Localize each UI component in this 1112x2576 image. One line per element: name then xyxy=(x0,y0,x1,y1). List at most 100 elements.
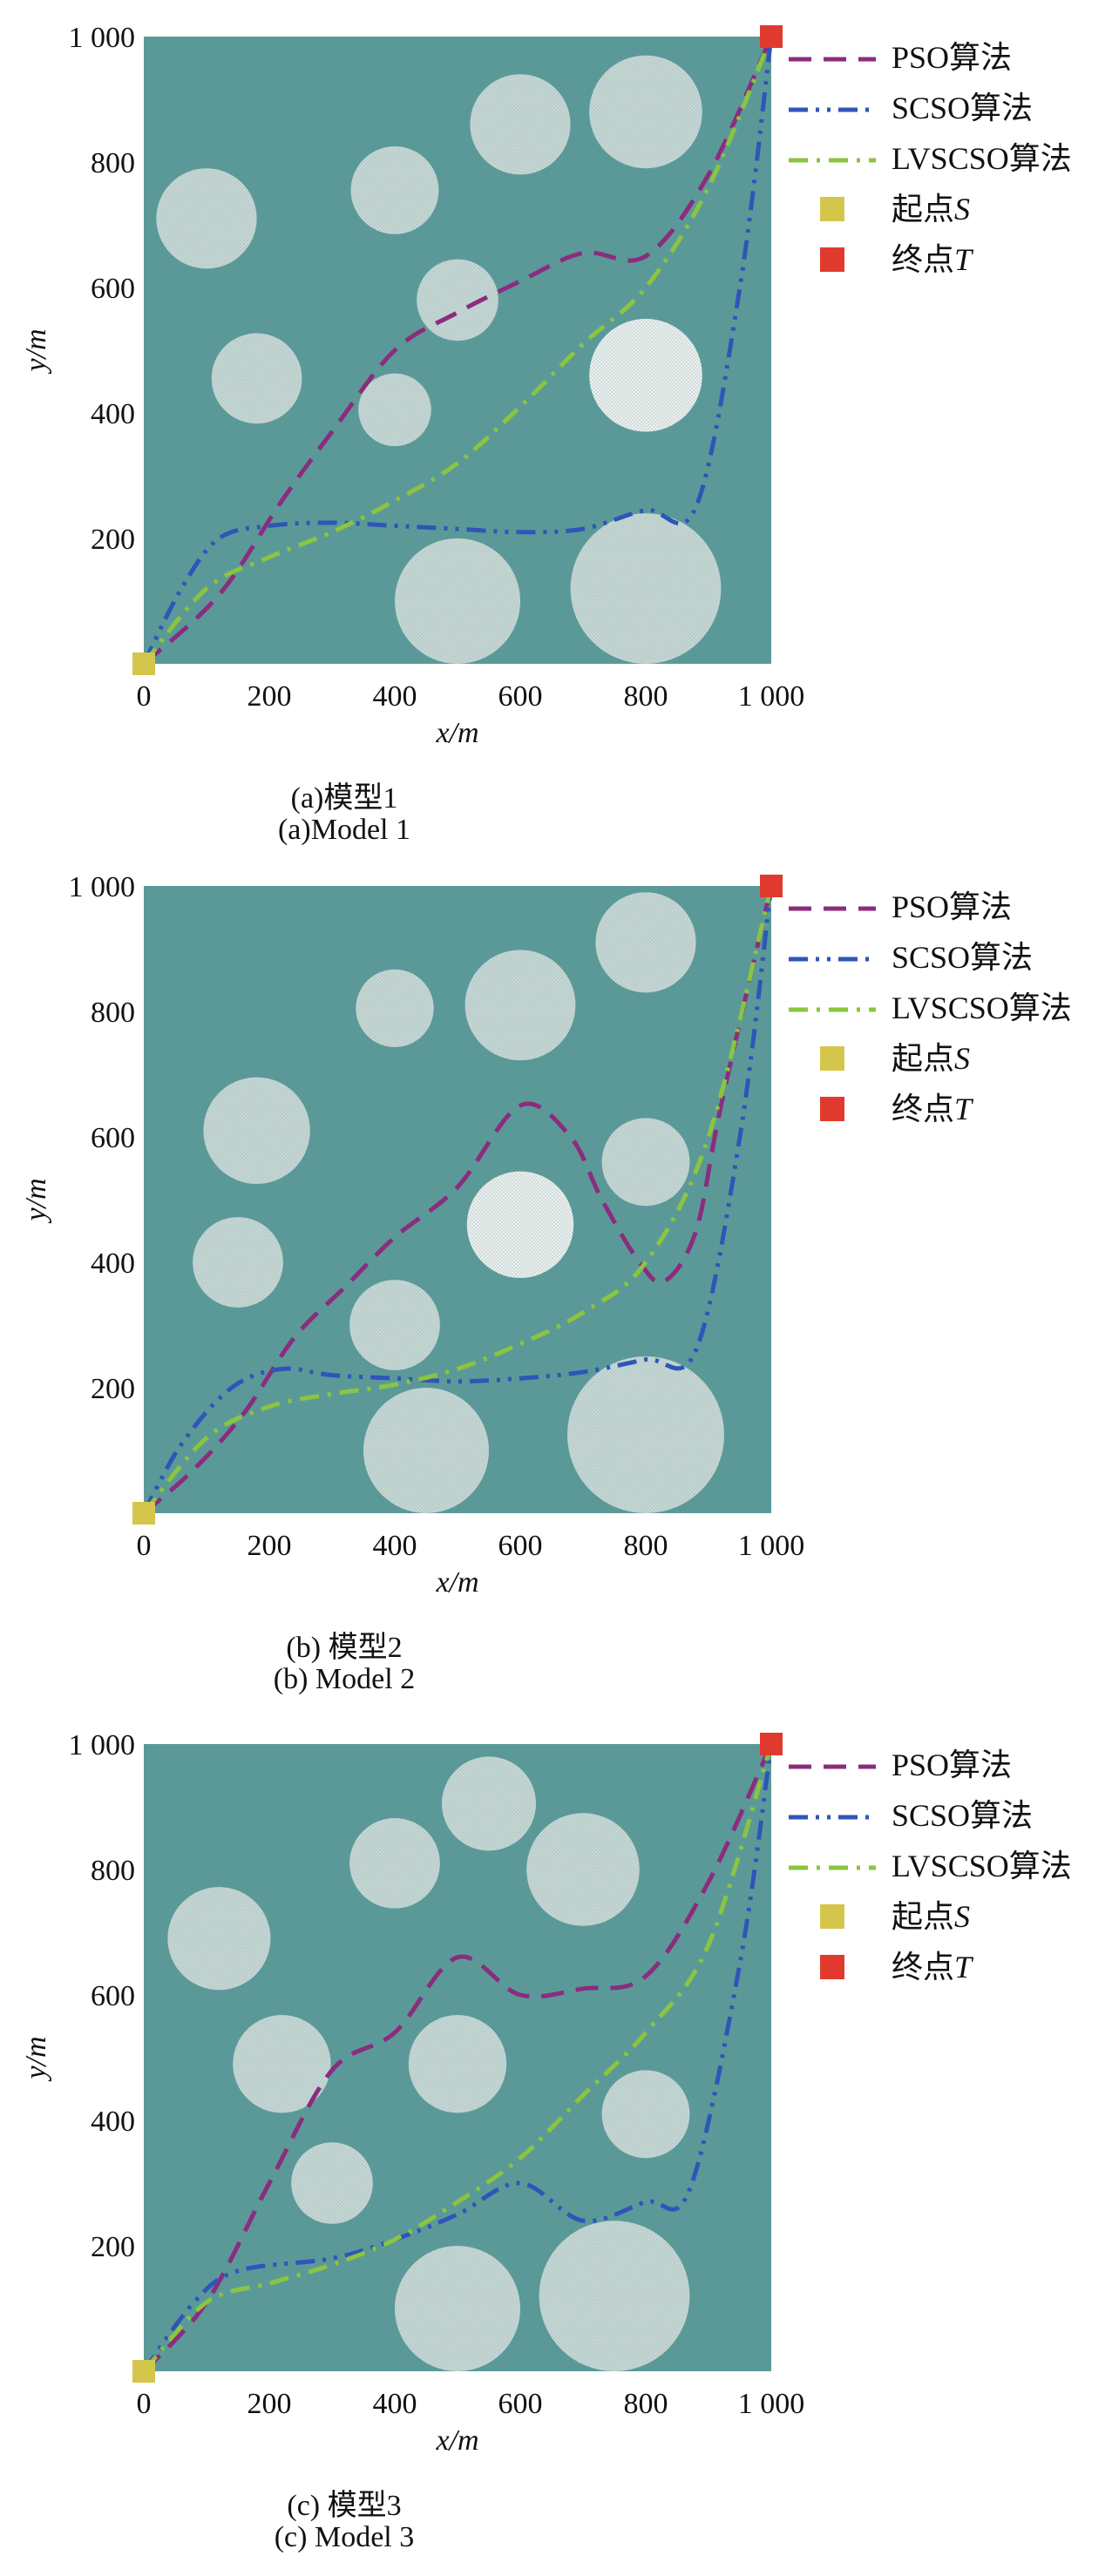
legend-label: PSO算法 xyxy=(892,889,1012,924)
legend-end-variable: T xyxy=(954,1092,974,1126)
obstacle-texture-overlay xyxy=(442,1756,536,1851)
obstacle-texture-overlay xyxy=(350,146,439,234)
y-tick-label: 400 xyxy=(91,1247,135,1280)
series-line xyxy=(141,36,774,666)
caption-en: (c) Model 3 xyxy=(274,2521,415,2553)
chart-svg: 0 200 400 600 800 1 000 200 400 600 800 1 000 x/m y/… xyxy=(20,1729,1072,2457)
obstacle-texture-overlay xyxy=(570,513,722,664)
y-tick-label: 600 xyxy=(91,1980,135,2012)
y-tick-label: 800 xyxy=(91,1855,135,1887)
y-tick-label: 800 xyxy=(91,997,135,1029)
y-tick-label: 200 xyxy=(91,524,135,556)
y-axis-label: y/m xyxy=(20,328,52,374)
obstacle-texture-overlay xyxy=(601,1118,690,1207)
obstacle-texture-overlay xyxy=(567,1356,724,1513)
y-tick-label: 1 000 xyxy=(69,871,136,903)
y-tick-label: 1 000 xyxy=(69,1729,136,1761)
legend-start-variable: S xyxy=(954,1041,970,1076)
x-tick-label: 600 xyxy=(498,1530,543,1562)
obstacle-group xyxy=(167,1756,690,2371)
x-tick-label: 400 xyxy=(373,680,417,713)
obstacle-texture-overlay xyxy=(470,74,571,175)
x-axis-label: x/m xyxy=(435,717,478,749)
x-tick-label: 200 xyxy=(247,2388,292,2420)
x-tick-label: 1 000 xyxy=(738,680,805,713)
x-tick-label: 1 000 xyxy=(738,2388,805,2420)
legend-start-marker xyxy=(820,197,844,221)
legend-end-variable: T xyxy=(954,242,974,277)
x-tick-label: 400 xyxy=(373,2388,417,2420)
obstacle-texture-overlay xyxy=(233,2015,331,2113)
legend-end-marker xyxy=(820,1097,844,1121)
x-tick-label: 400 xyxy=(373,1530,417,1562)
obstacle-group xyxy=(193,892,724,1513)
legend-end-variable: T xyxy=(954,1950,974,1984)
legend-end-label: 终点T xyxy=(892,1950,974,1984)
x-tick-label: 0 xyxy=(137,1530,152,1562)
end-point-marker xyxy=(760,25,783,48)
obstacle-texture-overlay xyxy=(601,2070,690,2159)
obstacle-texture-overlay xyxy=(156,168,257,269)
legend-end-marker xyxy=(820,247,844,272)
series-line xyxy=(141,885,774,1515)
series-line xyxy=(142,1743,774,2373)
series-line xyxy=(142,885,774,1515)
chart-panel-c: 0 200 400 600 800 1 000 200 400 600 800 1 000 x/m y/… xyxy=(0,1707,1112,2576)
x-axis-label: x/m xyxy=(435,1566,478,1599)
x-tick-label: 600 xyxy=(498,680,543,713)
chart-svg: 0 200 400 600 800 1 000 200 400 600 800 1 000 x/m y/… xyxy=(20,871,1072,1599)
start-point-marker xyxy=(132,652,155,675)
chart-svg: 0 200 400 600 800 1 000 200 400 600 800 1 000 x/m y/… xyxy=(20,22,1072,749)
x-tick-label: 200 xyxy=(247,680,292,713)
obstacle-texture-overlay xyxy=(526,1813,640,1926)
x-tick-label: 800 xyxy=(624,680,668,713)
legend-label: SCSO算法 xyxy=(892,1798,1033,1833)
obstacle-texture-overlay xyxy=(203,1077,310,1184)
legend-start-variable: S xyxy=(954,1899,970,1934)
x-tick-label: 0 xyxy=(137,2388,152,2420)
legend-label: SCSO算法 xyxy=(892,91,1033,125)
obstacle-texture-overlay xyxy=(349,1817,440,1909)
start-point-marker xyxy=(132,1502,155,1525)
legend-label: PSO算法 xyxy=(892,1748,1012,1782)
start-point-marker xyxy=(132,2360,155,2383)
obstacle-texture-overlay xyxy=(211,333,302,424)
y-axis-label: y/m xyxy=(20,2036,52,2081)
y-tick-label: 1 000 xyxy=(69,22,136,54)
end-point-marker xyxy=(760,875,783,897)
legend-start-label: 起点S xyxy=(892,192,970,226)
obstacle-texture-overlay xyxy=(464,950,576,1061)
legend-end-label: 终点T xyxy=(892,1092,974,1126)
obstacle-texture-overlay xyxy=(589,55,702,169)
caption-cn: (a)模型1 xyxy=(290,782,398,815)
legend-start-variable: S xyxy=(954,192,970,226)
legend-start-marker xyxy=(820,1046,844,1071)
series-line xyxy=(142,35,774,666)
obstacle-texture-overlay xyxy=(408,2015,507,2113)
legend-label: PSO算法 xyxy=(892,40,1012,75)
series-line xyxy=(142,36,774,666)
x-tick-label: 800 xyxy=(624,2388,668,2420)
obstacle-texture-overlay xyxy=(466,1171,574,1278)
end-point-marker xyxy=(760,1733,783,1755)
series-line xyxy=(141,1743,774,2373)
y-axis-label: y/m xyxy=(20,1178,52,1223)
legend-label: LVSCSO算法 xyxy=(892,991,1072,1025)
chart-panel-b: 0 200 400 600 800 1 000 200 400 600 800 1 000 x/m y/… xyxy=(0,849,1112,1712)
chart-panel-a: 0 200 400 600 800 1 000 200 400 600 800 1 000 x/m y/… xyxy=(0,0,1112,862)
y-tick-label: 200 xyxy=(91,2231,135,2263)
obstacle-texture-overlay xyxy=(358,373,431,447)
y-tick-label: 400 xyxy=(91,2106,135,2138)
obstacle-texture-overlay xyxy=(395,538,520,664)
x-tick-label: 600 xyxy=(498,2388,543,2420)
legend-end-label: 终点T xyxy=(892,242,974,277)
x-tick-label: 0 xyxy=(137,680,152,713)
legend-label: LVSCSO算法 xyxy=(892,141,1072,176)
obstacle-texture-overlay xyxy=(539,2221,690,2371)
caption-en: (a)Model 1 xyxy=(277,814,410,846)
series-line xyxy=(142,1742,774,2373)
y-tick-label: 600 xyxy=(91,273,135,305)
obstacle-texture-overlay xyxy=(356,969,434,1048)
legend-label: SCSO算法 xyxy=(892,940,1033,975)
y-tick-label: 600 xyxy=(91,1122,135,1154)
